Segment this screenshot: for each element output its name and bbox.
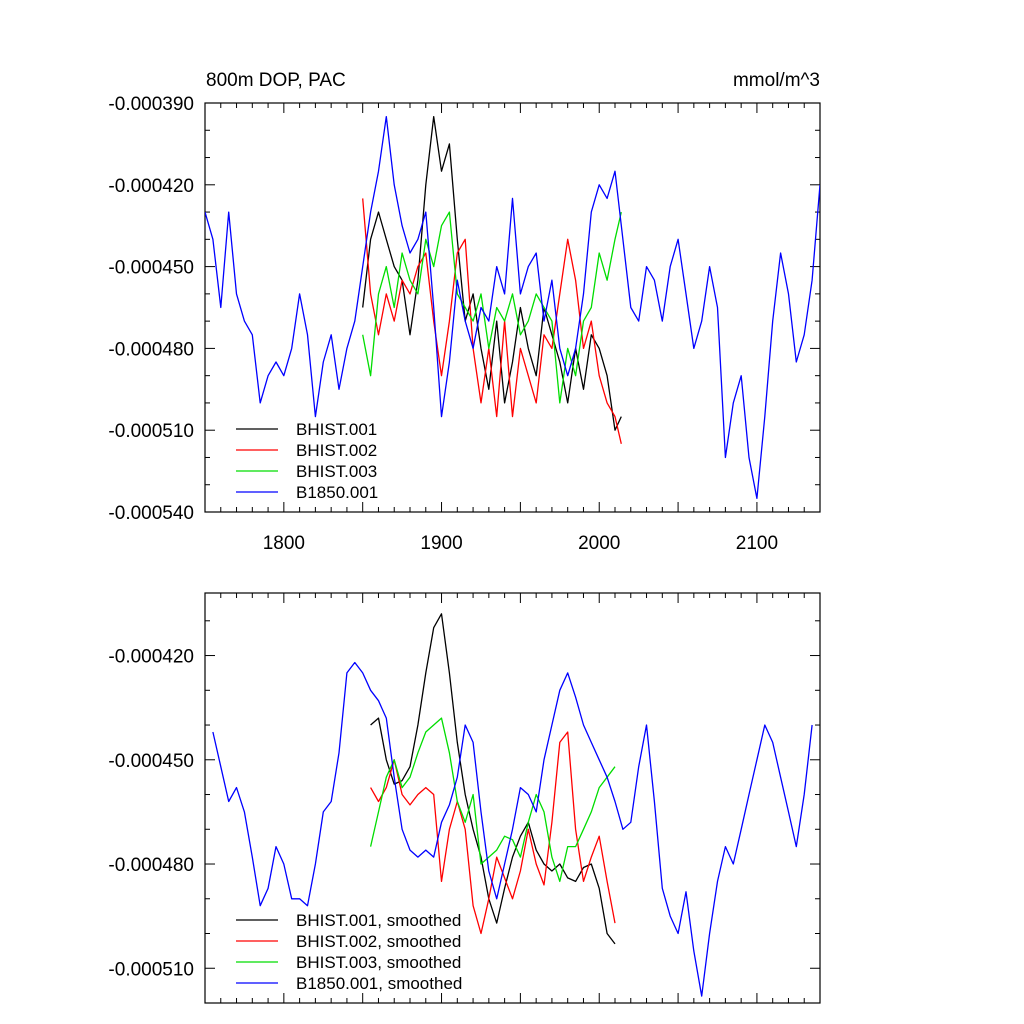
top-x-tick-label: 1800	[263, 533, 305, 554]
top-series-group	[205, 115, 820, 500]
top-legend-label: BHIST.002	[296, 441, 377, 460]
top-x-tick-label: 2000	[578, 533, 620, 554]
top-y-tick-label: -0.000480	[108, 339, 194, 360]
bottom-y-tick-label: -0.000420	[108, 647, 194, 668]
top-panel-title: 800m DOP, PAC	[206, 70, 346, 91]
bottom-legend: BHIST.001, smoothed BHIST.002, smoothed BH…	[236, 911, 462, 993]
bottom-legend-label: BHIST.003, smoothed	[296, 953, 461, 972]
top-y-tick-label: -0.000450	[108, 258, 194, 279]
top-series-line-bhist-003	[362, 211, 622, 404]
top-plot-frame	[204, 102, 821, 513]
top-legend: BHIST.001 BHIST.002 BHIST.003 B1850.001	[236, 420, 378, 502]
bottom-y-tick-label: -0.000480	[108, 855, 194, 876]
bottom-y-tick-label: -0.000510	[108, 959, 194, 980]
top-y-tick-label: -0.000540	[108, 503, 194, 524]
bottom-series-line-b1850-001-smoothed	[212, 661, 813, 997]
top-x-tick-label: 1900	[420, 533, 462, 554]
bottom-legend-label: BHIST.002, smoothed	[296, 932, 461, 951]
top-legend-label: B1850.001	[296, 483, 378, 502]
bottom-legend-label: BHIST.001, smoothed	[296, 911, 461, 930]
top-series-line-bhist-002	[362, 198, 622, 444]
top-series-line-b1850-001	[205, 115, 820, 500]
bottom-legend-label: B1850.001, smoothed	[296, 974, 462, 993]
top-y-tick-label: -0.000420	[108, 176, 194, 197]
bottom-series-line-bhist-001-smoothed	[370, 613, 616, 945]
top-x-tick-label: 2100	[736, 533, 778, 554]
top-legend-label: BHIST.001	[296, 420, 377, 439]
top-legend-label: BHIST.003	[296, 462, 377, 481]
bottom-plot-frame	[204, 592, 821, 1004]
top-series-line-bhist-001	[362, 115, 622, 431]
top-y-tick-label: -0.000510	[108, 421, 194, 442]
bottom-series-line-bhist-002-smoothed	[370, 731, 616, 935]
bottom-y-tick-label: -0.000450	[108, 751, 194, 772]
top-panel-units: mmol/m^3	[733, 70, 820, 91]
bottom-panel: -0.000420 -0.000450 -0.000480 -0.000510 BHIS…	[108, 592, 821, 1004]
top-panel: 800m DOP, PAC mmol/m^3 1800 1900 2000 2100 -…	[108, 70, 821, 554]
top-y-tick-label: -0.000390	[108, 94, 194, 115]
bottom-series-line-bhist-003-smoothed	[369, 717, 616, 883]
bottom-series-group	[212, 613, 813, 997]
